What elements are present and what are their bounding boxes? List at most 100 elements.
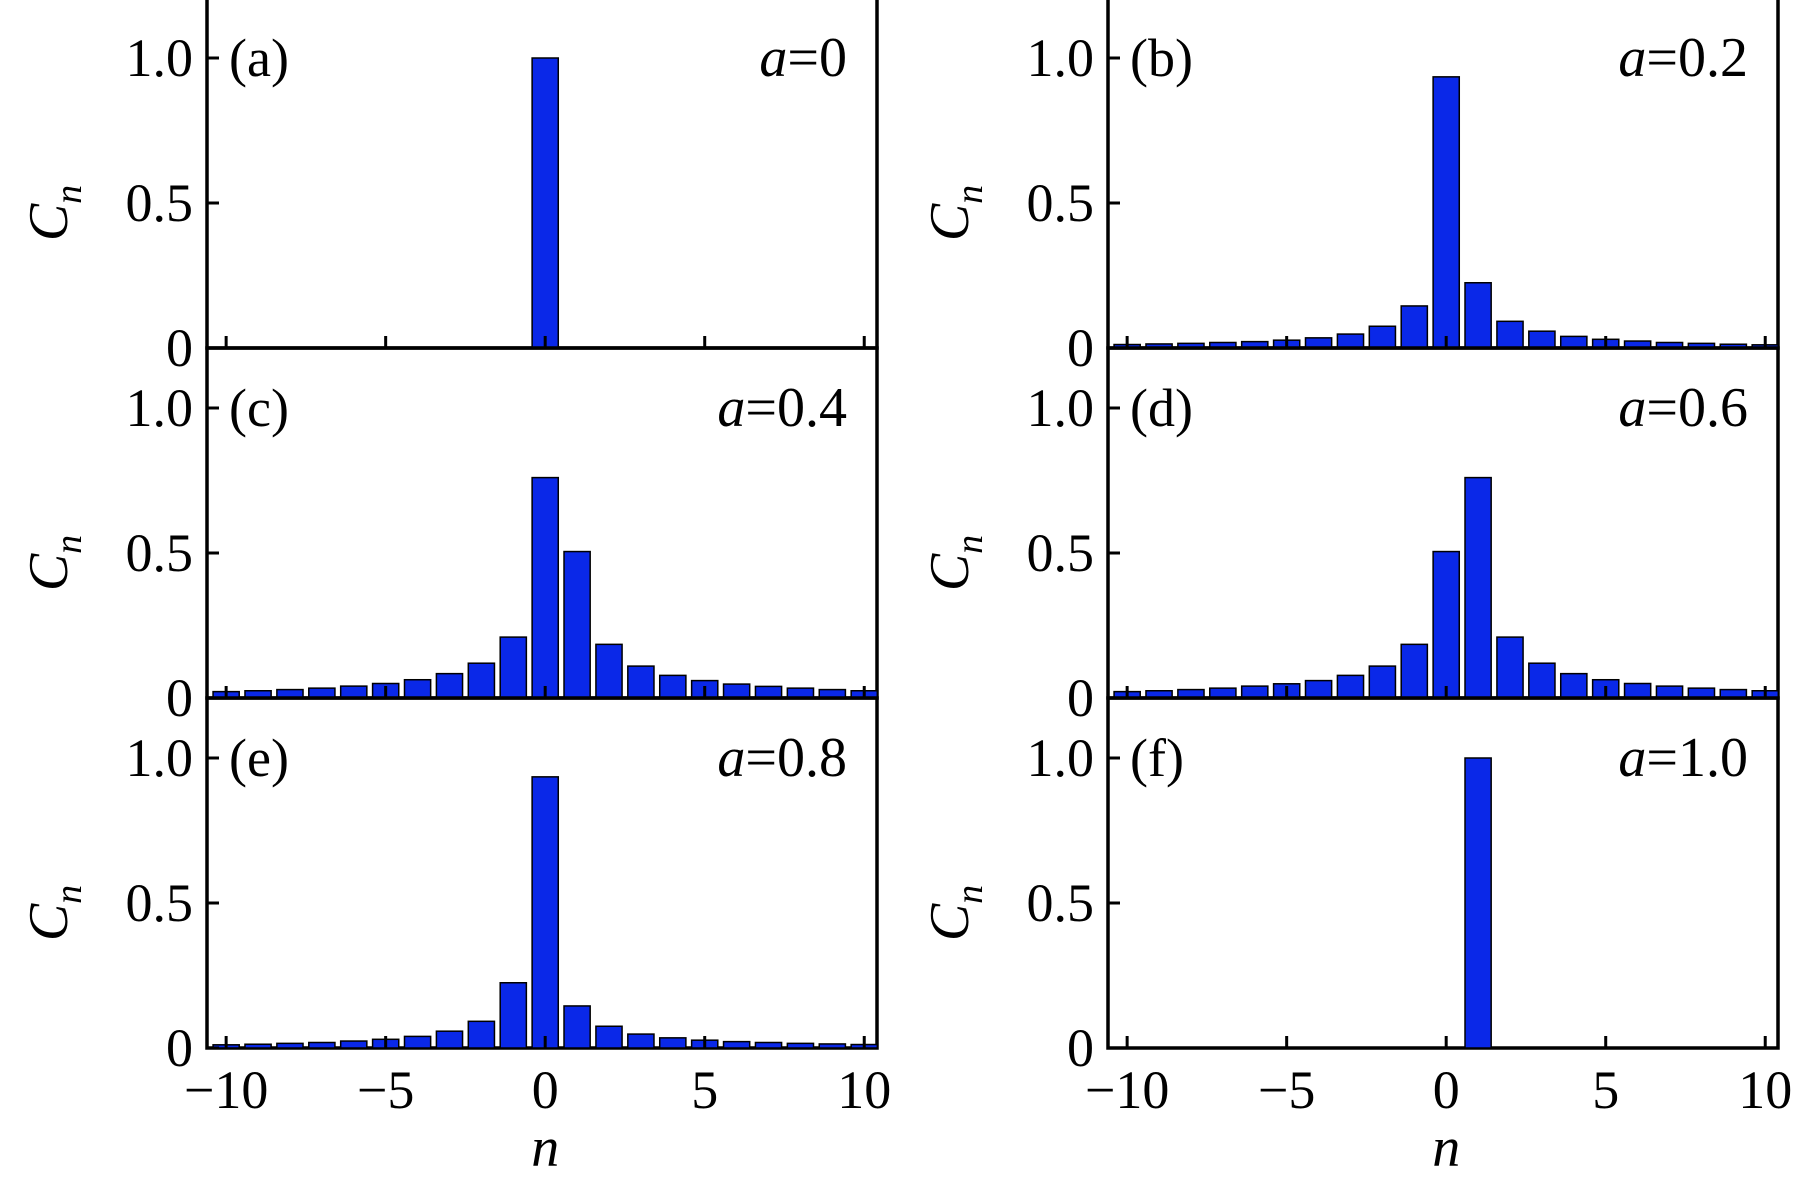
bar-n-6 [722,683,751,699]
panel-label: (f) [1130,728,1184,788]
param-label: a=1.0 [1618,727,1748,789]
param-symbol: a [1618,377,1646,439]
y-axis-label-sub: n [949,535,991,554]
bar-n-2 [595,1025,623,1049]
y-tick-label: 0.5 [1027,873,1095,933]
bar-n--3 [1336,674,1365,699]
bar-n-0 [1432,76,1461,349]
param-value: =0.6 [1646,377,1748,439]
param-symbol: a [1618,27,1646,89]
bar-n--4 [1304,679,1333,699]
bar-n-3 [1528,330,1556,349]
bar-n-0 [1432,550,1461,699]
param-value: =0.4 [745,377,847,439]
bar-n--4 [403,1035,432,1049]
panel-label: (d) [1130,378,1193,438]
bar-n-1 [1464,282,1492,349]
bar-n--1 [1400,643,1429,699]
bar-n-4 [658,1037,687,1049]
y-tick-label: 0 [1067,318,1094,378]
bar-n--3 [435,1030,464,1049]
panel-d: 0 0.5 1.0 (d) a=0.6 Cn [919,346,1780,728]
panel-a: 0 0.5 1.0 (a) a=0 Cn [18,0,879,378]
x-tick-label: 0 [532,1060,559,1120]
bar-n-4 [658,674,687,699]
bar-n--2 [467,1020,496,1049]
param-value: =1.0 [1646,727,1748,789]
y-tick-label: 1.0 [126,728,194,788]
plot-frame [1106,696,1780,1050]
y-tick-label: 0.5 [1027,173,1095,233]
bar-n-7 [754,1041,783,1049]
bar-n--2 [467,662,496,699]
y-axis-label-sub: n [48,885,90,904]
param-symbol: a [717,727,745,789]
bar-n-3 [627,1033,655,1049]
bar-n-0 [531,476,560,699]
bar-n-7 [1655,685,1684,699]
y-axis-label-main: C [919,553,981,591]
bar-n-1 [563,550,591,699]
param-value: =0.8 [745,727,847,789]
x-tick-label: 0 [1433,1060,1460,1120]
bar-n--4 [403,678,432,699]
x-axis-label: n [531,1117,559,1179]
param-symbol: a [1618,727,1646,789]
y-axis-label-sub: n [949,185,991,204]
param-label: a=0.4 [717,377,847,439]
x-tick-label: 5 [691,1060,718,1120]
bar-n--1 [499,636,528,699]
y-axis-label: Cn [18,885,90,941]
y-tick-label: 1.0 [1027,728,1095,788]
x-tick-label: −10 [1085,1060,1169,1120]
param-label: a=0.8 [717,727,847,789]
x-tick-label: −5 [1258,1060,1315,1120]
y-axis-label: Cn [18,185,90,241]
param-symbol: a [759,27,787,89]
bar-n--6 [339,1040,368,1049]
panel-label: (c) [229,378,289,438]
param-value: =0.2 [1646,27,1748,89]
y-axis-label: Cn [919,185,991,241]
y-axis-label: Cn [919,885,991,941]
panel-label: (b) [1130,28,1193,88]
bar-n-1 [1464,757,1492,1049]
y-tick-label: 0 [1067,1018,1094,1078]
panel-c: 0 0.5 1.0 (c) a=0.4 Cn [18,346,879,728]
bar-n-9 [818,1043,847,1049]
bar-n--2 [1368,665,1397,699]
param-label: a=0.6 [1618,377,1748,439]
bar-n--9 [244,1043,272,1049]
y-axis-label-main: C [919,203,981,241]
y-axis-label-main: C [18,553,80,591]
y-axis-label-main: C [919,903,981,941]
y-axis-label: Cn [919,535,991,591]
panel-b: 0 0.5 1.0 (b) a=0.2 Cn [919,0,1780,378]
panel-label: (e) [229,728,289,788]
param-symbol: a [717,377,745,439]
y-axis-label-sub: n [48,535,90,554]
y-tick-label: 1.0 [1027,378,1095,438]
y-tick-label: 1.0 [126,378,194,438]
y-tick-label: 1.0 [1027,28,1095,88]
bar-n--7 [308,1041,336,1049]
bar-n-2 [1496,320,1524,349]
bar-n-4 [1559,672,1588,699]
x-tick-label: 10 [1738,1060,1792,1120]
y-tick-label: 0 [166,668,193,728]
x-tick-label: 5 [1592,1060,1619,1120]
bar-n--1 [499,982,528,1049]
y-tick-label: 0 [1067,668,1094,728]
x-tick-label: −10 [184,1060,268,1120]
bar-n-0 [531,776,560,1049]
bar-n--3 [435,672,464,699]
y-tick-label: 0 [166,318,193,378]
bar-n-1 [1464,476,1492,699]
y-axis-label: Cn [18,535,90,591]
y-axis-label-sub: n [48,185,90,204]
bar-n-1 [563,1005,591,1049]
y-tick-label: 0.5 [1027,523,1095,583]
